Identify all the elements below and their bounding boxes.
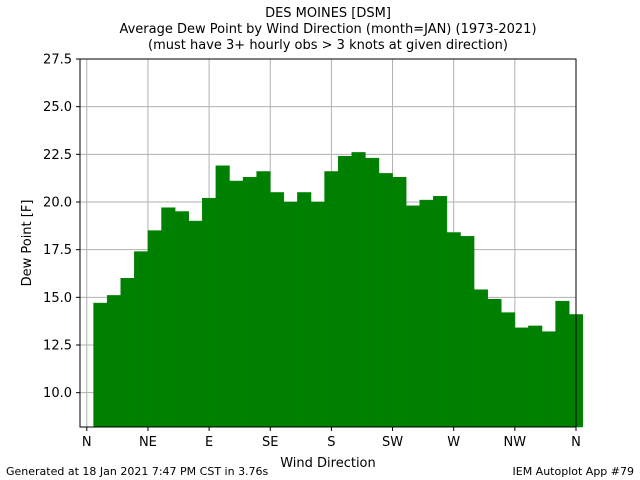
x-tick-label: NW xyxy=(504,435,527,450)
bar-120 xyxy=(242,176,257,428)
x-axis-label: Wind Direction xyxy=(280,456,376,471)
axis-ticks: N NE E SE S SW W NW N 10.0 12.5 15.0 17.5 20.0 22.5 25.… xyxy=(43,53,581,451)
bar-290 xyxy=(473,289,488,428)
bar-250 xyxy=(419,199,434,428)
x-tick-label: N xyxy=(571,435,581,450)
bars xyxy=(93,152,584,428)
bar-90 xyxy=(202,197,217,428)
bar-180 xyxy=(324,171,339,428)
bar-130 xyxy=(256,171,271,428)
y-tick-label: 22.5 xyxy=(43,148,72,163)
chart-title: DES MOINES [DSM] xyxy=(265,6,391,21)
bar-310 xyxy=(501,312,516,428)
bar-190 xyxy=(337,155,353,428)
bar-240 xyxy=(405,205,420,428)
bar-260 xyxy=(433,196,448,428)
x-tick-label: SW xyxy=(382,435,403,450)
bar-10 xyxy=(93,302,108,428)
y-tick-label: 12.5 xyxy=(43,339,72,354)
bar-110 xyxy=(229,180,244,428)
footer-app-credit: IEM Autoplot App #79 xyxy=(512,465,635,478)
bar-300 xyxy=(487,298,502,428)
bar-350 xyxy=(555,300,570,428)
bar-60 xyxy=(161,207,176,428)
bar-140 xyxy=(269,192,285,428)
bar-100 xyxy=(215,165,230,428)
y-tick-label: 27.5 xyxy=(43,53,72,68)
bar-30 xyxy=(120,278,135,428)
bar-340 xyxy=(541,331,556,428)
y-tick-label: 15.0 xyxy=(43,291,72,306)
bar-230 xyxy=(392,176,407,428)
bar-220 xyxy=(378,173,393,428)
y-tick-label: 17.5 xyxy=(43,243,72,258)
x-tick-label: NE xyxy=(139,435,157,450)
x-tick-label: S xyxy=(327,435,335,450)
y-tick-label: 25.0 xyxy=(43,100,72,115)
x-tick-label: SE xyxy=(262,435,278,450)
bar-70 xyxy=(174,211,189,428)
plot-frame xyxy=(79,58,577,428)
bar-150 xyxy=(283,201,298,428)
bar-20 xyxy=(106,295,122,428)
bar-50 xyxy=(147,230,162,428)
y-tick-label: 10.0 xyxy=(43,386,72,401)
chart-subtitle-line-1: Average Dew Point by Wind Direction (mon… xyxy=(119,22,536,37)
bar-170 xyxy=(310,201,325,428)
x-tick-label: E xyxy=(205,435,213,450)
bar-40 xyxy=(134,251,149,428)
bar-320 xyxy=(514,327,529,428)
bar-210 xyxy=(365,157,380,428)
chart-subtitle-line-2: (must have 3+ hourly obs > 3 knots at gi… xyxy=(148,38,508,53)
bar-270 xyxy=(446,232,461,428)
bar-160 xyxy=(297,192,312,428)
x-tick-label: W xyxy=(447,435,460,450)
bar-80 xyxy=(188,220,203,428)
y-axis-label: Dew Point [F] xyxy=(20,200,35,287)
bar-200 xyxy=(351,152,366,428)
bar-280 xyxy=(460,236,475,428)
bar-330 xyxy=(528,325,543,428)
x-tick-label: N xyxy=(82,435,92,450)
y-tick-label: 20.0 xyxy=(43,196,72,211)
footer-generated-text: Generated at 18 Jan 2021 7:47 PM CST in … xyxy=(6,465,269,478)
